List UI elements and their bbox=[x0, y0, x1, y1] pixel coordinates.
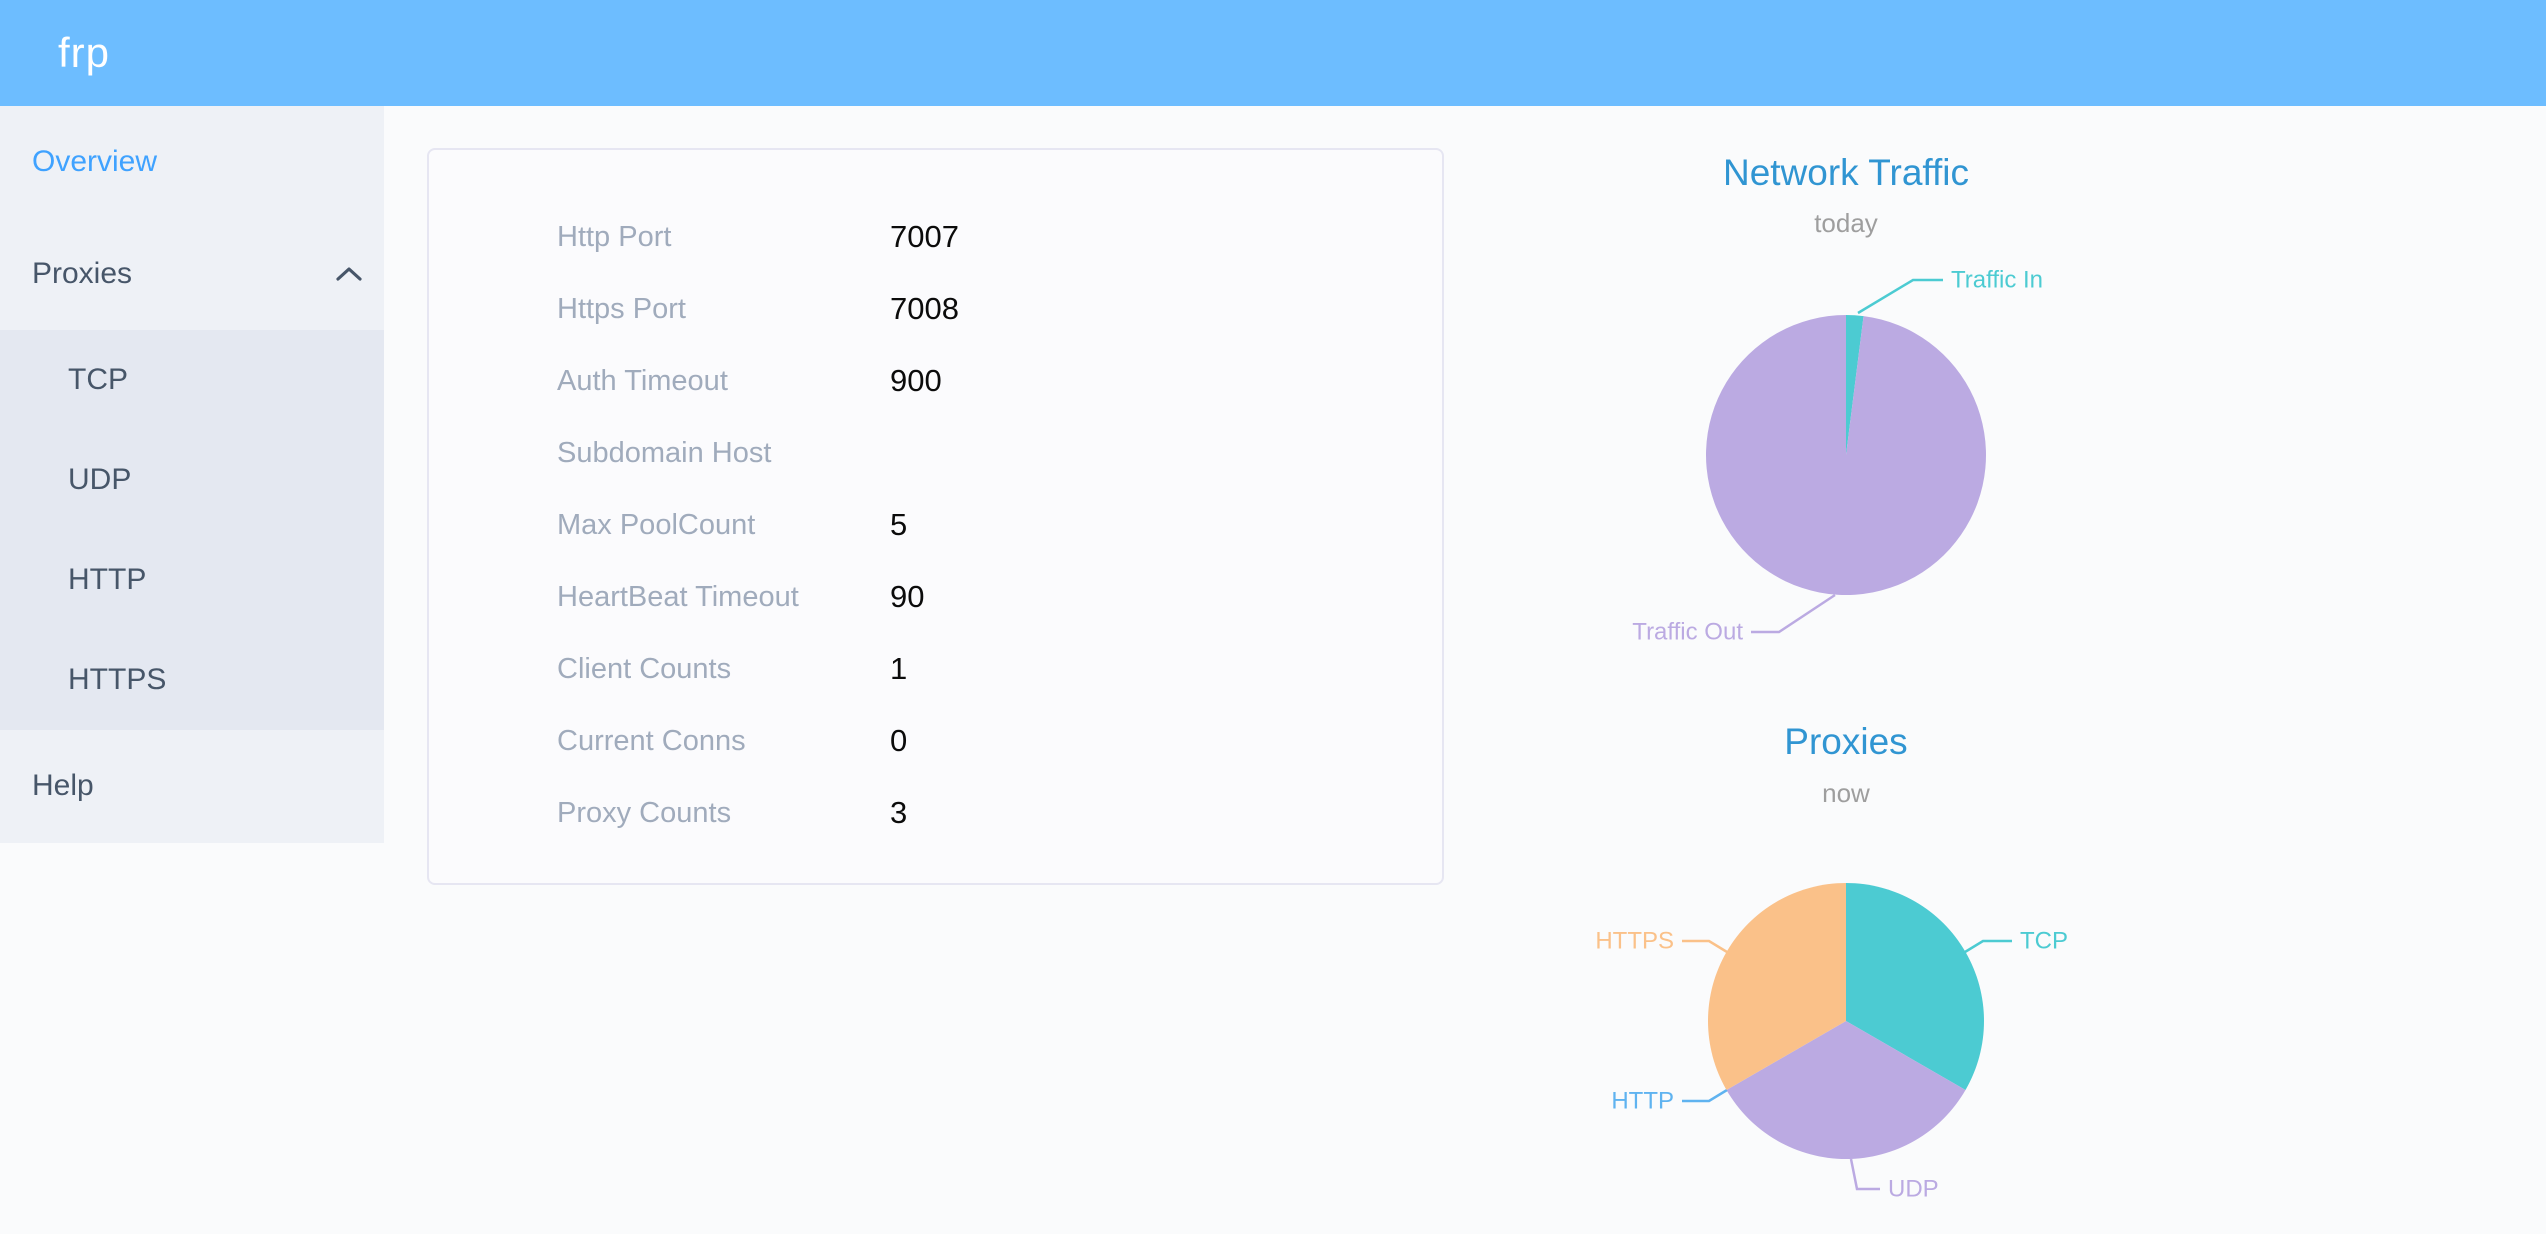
info-row-subdomain-host: Subdomain Host bbox=[429, 417, 1442, 489]
info-row-max-poolcount: Max PoolCount 5 bbox=[429, 489, 1442, 561]
server-info-card: Http Port 7007 Https Port 7008 Auth Time… bbox=[427, 148, 1444, 885]
pie-label-line-http bbox=[1682, 1088, 1728, 1103]
pie-label-traffic-in: Traffic In bbox=[1951, 267, 2043, 294]
info-value: 7007 bbox=[890, 219, 959, 254]
info-row-current-conns: Current Conns 0 bbox=[429, 705, 1442, 777]
info-value: 5 bbox=[890, 507, 908, 542]
info-label: Proxy Counts bbox=[557, 796, 732, 829]
info-row-auth-timeout: Auth Timeout 900 bbox=[429, 345, 1442, 417]
pie-label-line-traffic-in bbox=[1857, 278, 1943, 315]
pie-label-line-tcp bbox=[1964, 939, 2012, 954]
pie-slice-traffic-out[interactable] bbox=[1706, 315, 1986, 595]
traffic-pie-chart: Traffic In Traffic Out bbox=[1632, 267, 2043, 646]
pie-label-traffic-out: Traffic Out bbox=[1632, 619, 1743, 646]
pie-slice-tcp[interactable] bbox=[1846, 883, 1984, 1090]
sidebar-item-tcp-label: TCP bbox=[68, 363, 128, 396]
sidebar-item-overview[interactable]: Overview bbox=[0, 106, 384, 218]
info-label: Max PoolCount bbox=[557, 508, 756, 541]
sidebar-item-https[interactable]: HTTPS bbox=[0, 630, 384, 730]
pie-label-line-udp bbox=[1849, 1158, 1880, 1191]
pie-label-http: HTTP bbox=[1611, 1088, 1674, 1115]
info-row-client-counts: Client Counts 1 bbox=[429, 633, 1442, 705]
info-row-http-port: Http Port 7007 bbox=[429, 201, 1442, 273]
pie-label-udp: UDP bbox=[1888, 1176, 1939, 1203]
info-label: HeartBeat Timeout bbox=[557, 580, 799, 613]
sidebar-item-http[interactable]: HTTP bbox=[0, 530, 384, 630]
info-label: Client Counts bbox=[557, 652, 732, 685]
network-traffic-subtitle: today bbox=[1814, 208, 1878, 238]
sidebar-item-overview-label: Overview bbox=[32, 145, 158, 178]
sidebar-item-http-label: HTTP bbox=[68, 563, 147, 596]
info-label: Https Port bbox=[557, 292, 686, 325]
pie-label-line-https bbox=[1682, 939, 1728, 954]
pie-label-https: HTTPS bbox=[1595, 928, 1674, 955]
sidebar-item-udp[interactable]: UDP bbox=[0, 430, 384, 530]
sidebar-item-tcp[interactable]: TCP bbox=[0, 330, 384, 430]
sidebar-item-proxies[interactable]: Proxies bbox=[0, 218, 384, 330]
sidebar-item-help-label: Help bbox=[32, 769, 94, 802]
pie-slice-traffic-in[interactable] bbox=[1846, 315, 1864, 455]
pie-label-line-traffic-out bbox=[1751, 593, 1836, 634]
info-value: 1 bbox=[890, 651, 908, 686]
info-label: Current Conns bbox=[557, 724, 746, 757]
info-value: 3 bbox=[890, 795, 908, 830]
info-value: 0 bbox=[890, 723, 908, 758]
info-value: 90 bbox=[890, 579, 925, 614]
pie-label-tcp: TCP bbox=[2020, 928, 2068, 955]
info-value: 7008 bbox=[890, 291, 959, 326]
info-label: Subdomain Host bbox=[557, 436, 772, 469]
sidebar: Overview Proxies TCP UDP HTTP HTTPS Help bbox=[0, 106, 384, 843]
app-header: frp bbox=[0, 0, 2546, 106]
proxies-chart-title: Proxies bbox=[1784, 721, 1908, 762]
proxies-submenu: TCP UDP HTTP HTTPS bbox=[0, 330, 384, 730]
app-logo: frp bbox=[58, 29, 111, 76]
chevron-up-icon bbox=[336, 267, 362, 281]
info-label: Http Port bbox=[557, 220, 672, 253]
sidebar-item-https-label: HTTPS bbox=[68, 663, 167, 696]
proxies-chart-subtitle: now bbox=[1822, 778, 1870, 808]
info-row-https-port: Https Port 7008 bbox=[429, 273, 1442, 345]
info-row-heartbeat-timeout: HeartBeat Timeout 90 bbox=[429, 561, 1442, 633]
info-label: Auth Timeout bbox=[557, 364, 728, 397]
info-row-proxy-counts: Proxy Counts 3 bbox=[429, 777, 1442, 849]
sidebar-item-udp-label: UDP bbox=[68, 463, 132, 496]
sidebar-item-help[interactable]: Help bbox=[0, 730, 384, 842]
proxies-pie-chart: TCP UDP HTTP HTTPS bbox=[1595, 883, 2068, 1203]
info-value: 900 bbox=[890, 363, 942, 398]
sidebar-item-proxies-label: Proxies bbox=[32, 257, 133, 290]
pie-slice-https[interactable] bbox=[1708, 883, 1846, 1090]
network-traffic-title: Network Traffic bbox=[1722, 152, 1970, 193]
